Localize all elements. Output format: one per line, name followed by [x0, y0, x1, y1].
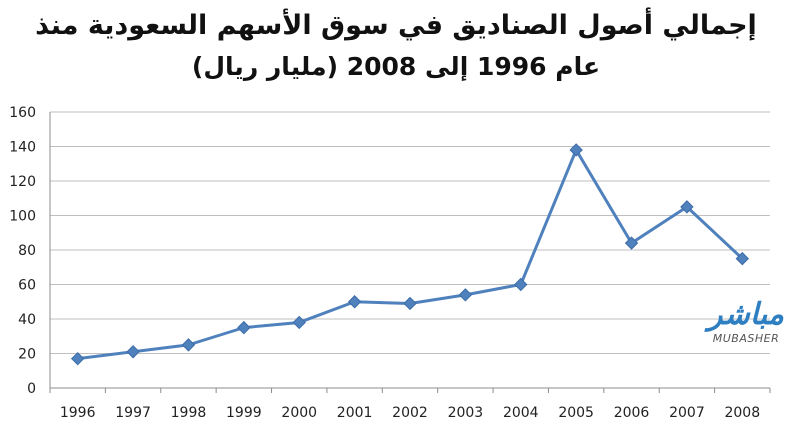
x-tick-label: 2002 [392, 405, 428, 421]
x-tick-label: 2001 [337, 405, 373, 421]
data-point-marker [735, 251, 750, 266]
y-tick-label: 0 [27, 381, 36, 397]
logo-latin-text: MUBASHER [712, 332, 780, 345]
data-point-marker [347, 295, 362, 309]
y-tick-label: 100 [9, 209, 36, 225]
x-tick-label: 1998 [171, 405, 207, 421]
data-point-marker [292, 315, 306, 330]
x-tick-label: 2007 [669, 405, 705, 421]
y-tick-label: 80 [18, 243, 36, 259]
x-tick-label: 1996 [60, 405, 96, 421]
data-point-marker [624, 236, 639, 250]
x-tick-label: 2000 [281, 405, 317, 421]
x-tick-label: 2005 [558, 405, 594, 421]
y-tick-label: 60 [18, 278, 36, 294]
x-tick-label: 1997 [115, 405, 151, 421]
data-point-marker [70, 351, 85, 366]
x-tick-label: 2006 [614, 405, 650, 421]
chart-title-line-1: إجمالي أصول الصناديق في سوق الأسهم السعو… [35, 10, 757, 41]
data-point-marker [458, 288, 473, 302]
y-tick-label: 40 [18, 312, 36, 328]
y-tick-label: 140 [9, 140, 36, 156]
x-tick-label: 2004 [503, 405, 539, 421]
y-tick-label: 160 [9, 105, 36, 121]
data-point-marker [569, 143, 583, 157]
x-tick-label: 2003 [448, 405, 484, 421]
x-tick-label: 1999 [226, 405, 262, 421]
data-point-marker [514, 277, 528, 292]
logo-arabic-text: مباشر [708, 297, 784, 332]
data-point-marker [237, 320, 251, 335]
x-tick-label: 2008 [724, 405, 760, 421]
data-point-marker [680, 200, 694, 214]
data-point-marker [181, 338, 196, 352]
mubasher-logo: مباشر MUBASHER [706, 298, 786, 358]
y-tick-label: 20 [18, 347, 36, 363]
chart-title-line-2: عام 1996 إلى 2008 (مليار ريال) [191, 52, 601, 81]
data-point-marker [126, 345, 140, 359]
y-tick-label: 120 [9, 174, 36, 190]
data-point-marker [403, 296, 417, 311]
